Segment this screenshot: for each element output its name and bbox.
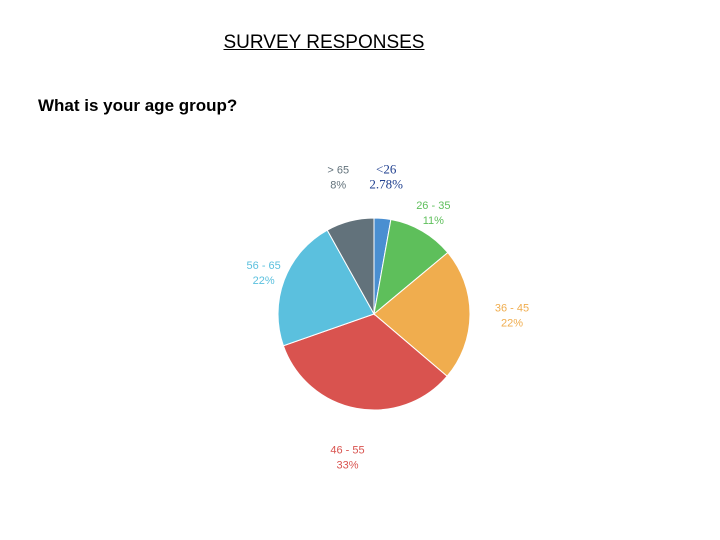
slice-category-label: 26 - 35 — [416, 200, 450, 212]
slice-value-label: 11% — [423, 215, 444, 227]
pie-slice-46-55 — [282, 313, 448, 411]
pie-slice-56-65 — [277, 229, 375, 347]
slice-value-label: 22% — [501, 318, 523, 330]
slice-value-label: 33% — [336, 460, 358, 472]
slice-label-46-55: 46 - 55 33% — [330, 445, 364, 472]
slice-category-label: <26 — [376, 162, 397, 177]
pie-slice-26-35 — [373, 218, 449, 316]
slice-label-65: > 65 8% — [327, 165, 349, 192]
slice-value-label: 22% — [253, 275, 275, 287]
slice-category-label: 46 - 55 — [330, 445, 364, 457]
slice-category-label: 56 - 65 — [247, 260, 281, 272]
slice-category-label: 36 - 45 — [495, 303, 529, 315]
slice-value-label: 2.78% — [369, 177, 403, 192]
slice-label-56-65: 56 - 65 22% — [247, 260, 281, 287]
slice-category-label: > 65 — [327, 165, 349, 177]
pie-slice-36-45 — [373, 251, 471, 377]
slice-label-26: <26 2.78% — [369, 162, 403, 192]
survey-question: What is your age group? — [38, 96, 238, 115]
pie-slice-65 — [326, 217, 375, 316]
slice-label-36-45: 36 - 45 22% — [495, 303, 529, 330]
slice-label-26-35: 26 - 35 11% — [416, 200, 450, 227]
page-title: SURVEY RESPONSES — [223, 32, 425, 53]
slice-value-label: 8% — [330, 180, 346, 192]
